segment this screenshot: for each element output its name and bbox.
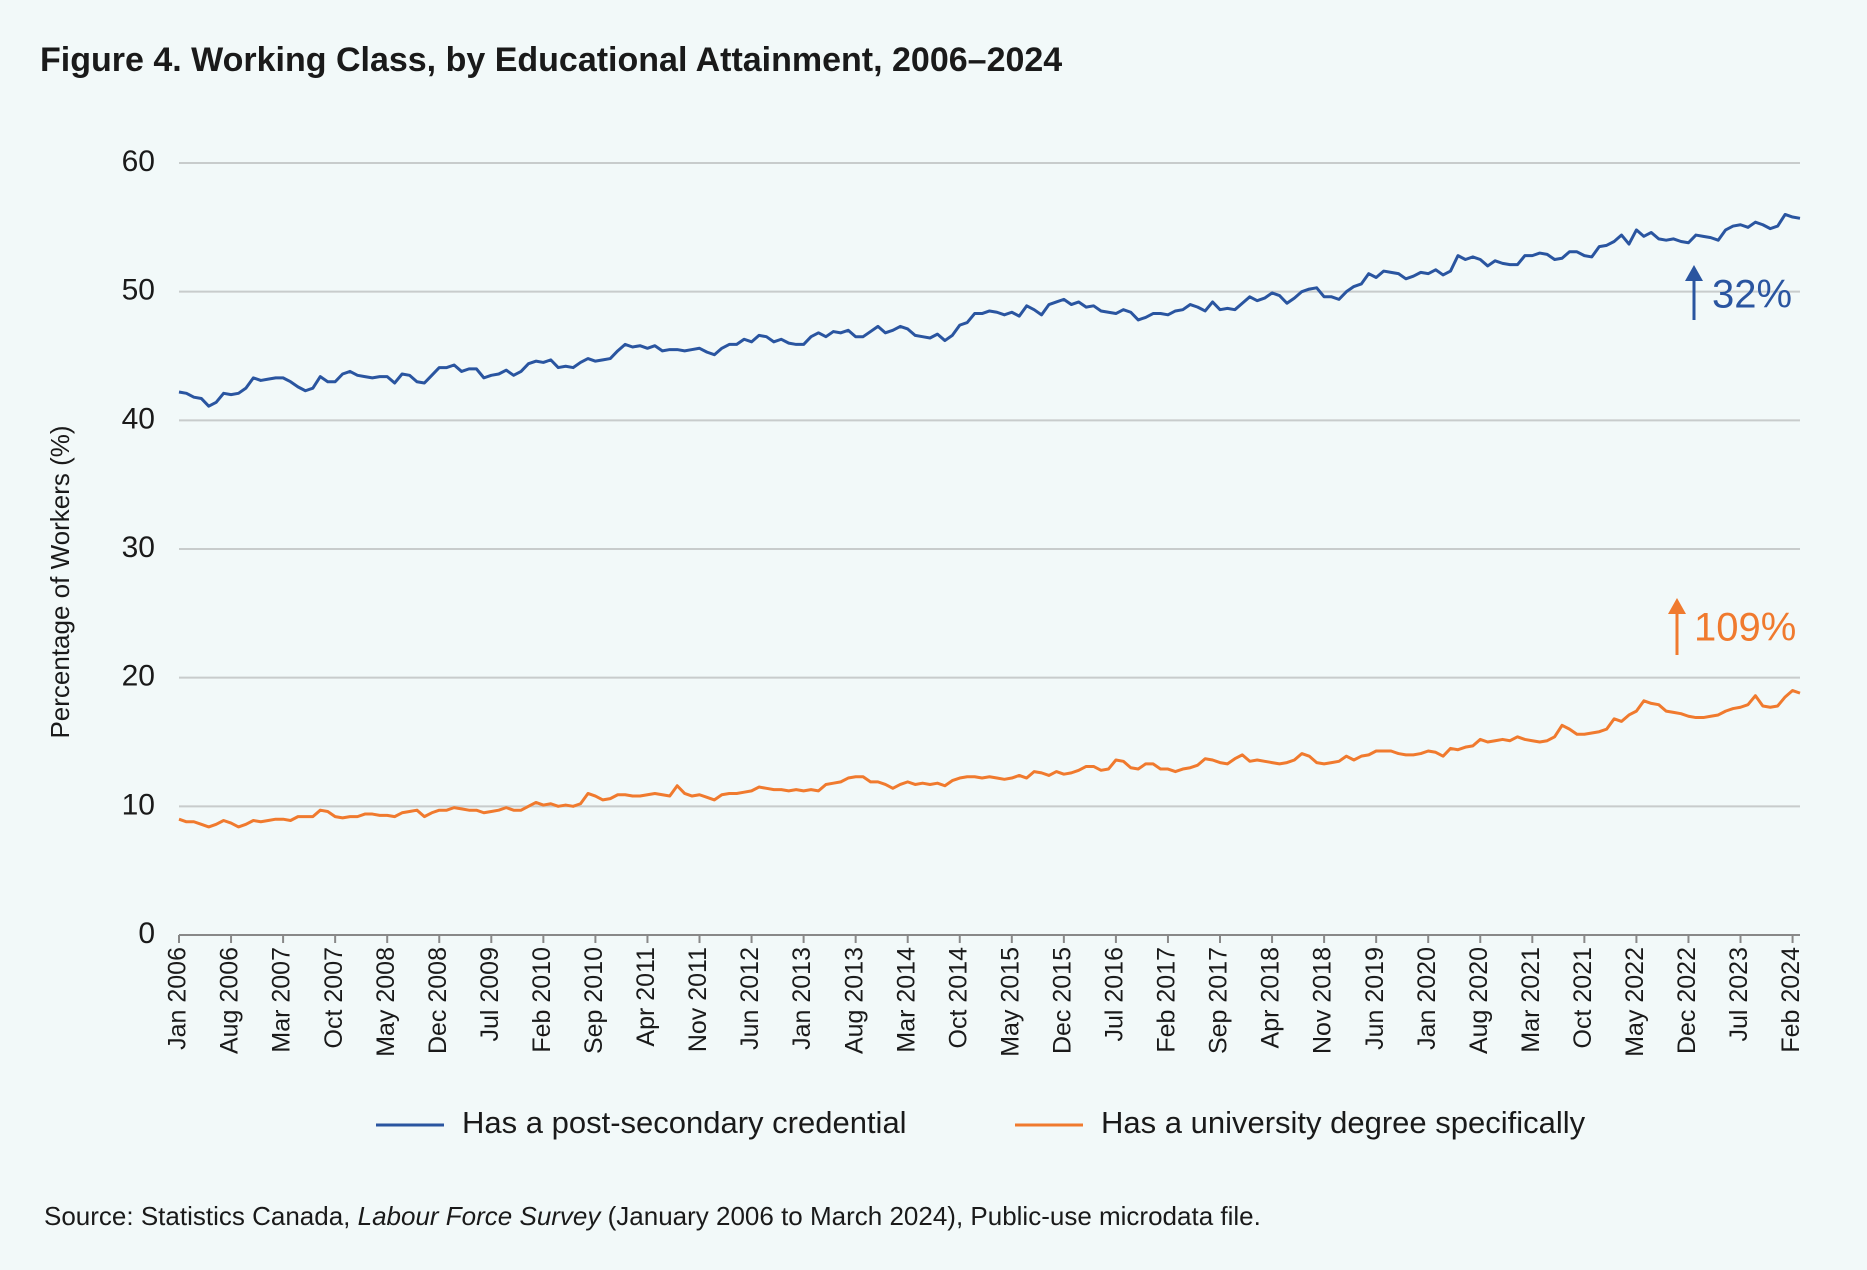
x-tick-label: Aug 2020: [1465, 947, 1493, 1054]
x-tick-label: Jul 2016: [1101, 947, 1129, 1042]
x-tick-label: Jun 2019: [1361, 947, 1389, 1050]
x-tick-label: Dec 2015: [1048, 947, 1076, 1054]
x-tick-label: Oct 2021: [1569, 947, 1597, 1048]
x-tick-label: Mar 2014: [892, 947, 920, 1053]
x-tick-label: Dec 2022: [1673, 947, 1701, 1054]
x-tick-label: Aug 2013: [840, 947, 868, 1054]
source-note: Source: Statistics Canada, Labour Force …: [44, 1201, 1261, 1231]
y-tick-label: 60: [122, 145, 155, 178]
y-tick-label: 10: [122, 788, 155, 821]
x-tick-label: Jan 2020: [1413, 947, 1441, 1050]
source-text: (January 2006 to March 2024), Public-use…: [600, 1201, 1260, 1231]
legend-label: Has a university degree specifically: [1101, 1105, 1586, 1140]
x-tick-label: Jul 2023: [1725, 947, 1753, 1042]
x-tick-label: Nov 2011: [684, 947, 712, 1052]
x-tick-label: Mar 2021: [1517, 947, 1545, 1053]
x-tick-label: Sep 2010: [580, 947, 608, 1054]
y-tick-label: 0: [138, 917, 155, 950]
x-tick-label: May 2022: [1621, 947, 1649, 1057]
y-tick-label: 40: [122, 402, 155, 435]
x-tick-label: Oct 2007: [320, 947, 348, 1048]
x-tick-label: Jan 2006: [164, 947, 192, 1050]
x-tick-label: May 2008: [372, 947, 400, 1057]
chart-title: Figure 4. Working Class, by Educational …: [40, 41, 1062, 79]
annotation-label: 109%: [1694, 606, 1796, 650]
legend-label: Has a post-secondary credential: [462, 1105, 907, 1140]
x-tick-label: Jul 2009: [476, 947, 504, 1042]
x-tick-label: Aug 2006: [216, 947, 244, 1054]
y-tick-label: 20: [122, 660, 155, 693]
annotation-arrowhead: [1668, 598, 1686, 614]
x-tick-label: May 2015: [996, 947, 1024, 1057]
x-tick-label: Oct 2014: [944, 947, 972, 1049]
x-tick-label: Apr 2018: [1257, 947, 1285, 1048]
x-tick-label: Jun 2012: [736, 947, 764, 1050]
x-tick-label: Feb 2010: [528, 947, 556, 1053]
x-tick-label: Feb 2024: [1777, 947, 1805, 1053]
x-tick-label: Mar 2007: [268, 947, 296, 1053]
y-tick-label: 30: [122, 531, 155, 564]
x-tick-label: Apr 2011: [632, 947, 660, 1047]
annotation-label: 32%: [1712, 273, 1792, 317]
x-tick-label: Jan 2013: [788, 947, 816, 1050]
x-tick-label: Sep 2017: [1205, 947, 1233, 1054]
data-line: [178, 689, 1801, 829]
source-text: Source: Statistics Canada,: [44, 1201, 358, 1231]
data-line: [178, 212, 1801, 408]
y-axis-label: Percentage of Workers (%): [45, 425, 75, 738]
y-tick-label: 50: [122, 274, 155, 307]
source-text: Labour Force Survey: [358, 1201, 603, 1231]
annotation-arrowhead: [1685, 265, 1703, 281]
x-tick-label: Nov 2018: [1309, 947, 1337, 1054]
x-tick-label: Feb 2017: [1153, 947, 1181, 1053]
x-tick-label: Dec 2008: [424, 947, 452, 1054]
